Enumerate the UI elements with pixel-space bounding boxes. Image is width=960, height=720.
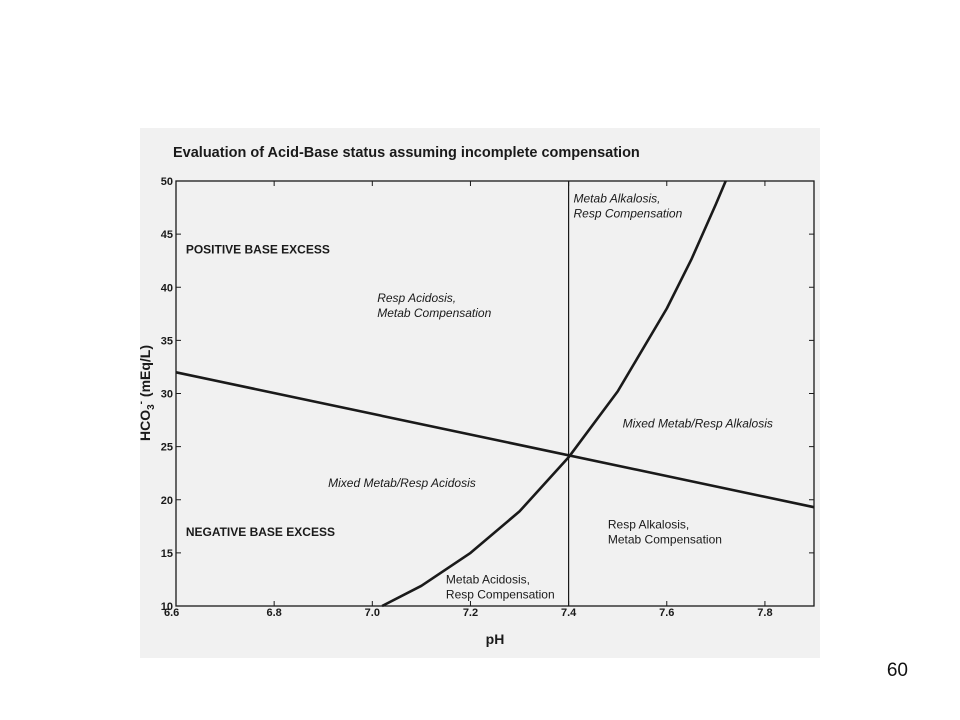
y-tick-label: 50 bbox=[161, 176, 173, 188]
x-tick-label: 7.6 bbox=[659, 607, 674, 619]
series-line-1 bbox=[175, 371, 815, 509]
region-label: POSITIVE BASE EXCESS bbox=[186, 242, 330, 256]
series-line-2 bbox=[381, 180, 727, 608]
y-tick-label: 35 bbox=[161, 335, 173, 347]
y-tick-label: 25 bbox=[161, 442, 173, 454]
y-tick-label: 45 bbox=[161, 229, 173, 241]
y-axis-label: HCO3- (mEq/L) bbox=[136, 345, 157, 441]
y-axis-label-rest: (mEq/L) bbox=[137, 345, 153, 401]
x-tick-label: 7.8 bbox=[757, 607, 772, 619]
x-tick-label: 7.0 bbox=[365, 607, 380, 619]
y-tick-label: 20 bbox=[161, 495, 173, 507]
chart-title: Evaluation of Acid-Base status assuming … bbox=[173, 145, 640, 161]
y-tick-label: 40 bbox=[161, 282, 173, 294]
region-label: Resp Acidosis, Metab Compensation bbox=[377, 291, 491, 320]
region-label: Mixed Metab/Resp Acidosis bbox=[328, 476, 476, 490]
y-axis-label-subscript: 3 bbox=[146, 404, 157, 410]
y-axis-label-base: HCO bbox=[137, 410, 153, 441]
x-tick-label: 7.2 bbox=[463, 607, 478, 619]
region-label: NEGATIVE BASE EXCESS bbox=[186, 525, 335, 539]
figure-background bbox=[140, 128, 820, 658]
x-axis-label: pH bbox=[486, 631, 505, 647]
y-tick-label: 30 bbox=[161, 389, 173, 401]
series-lines bbox=[175, 180, 815, 608]
y-tick-label: 10 bbox=[161, 601, 173, 613]
region-label: Metab Acidosis, Resp Compensation bbox=[446, 573, 555, 602]
axis-ticks: 6.6 6.8 7.0 7.2 7.4 7.6 7.8 10 15 20 25 30 35 40 45 50 bbox=[161, 176, 814, 619]
x-tick-label: 6.6 bbox=[164, 607, 179, 619]
y-tick-label: 15 bbox=[161, 548, 173, 560]
region-labels: POSITIVE BASE EXCESS NEGATIVE BASE EXCESS… bbox=[186, 191, 773, 601]
page-number: 60 bbox=[886, 660, 908, 681]
region-label: Mixed Metab/Resp Alkalosis bbox=[623, 417, 773, 431]
y-axis-label-superscript: - bbox=[136, 401, 147, 404]
x-tick-label: 6.8 bbox=[267, 607, 282, 619]
region-label: Resp Alkalosis, Metab Compensation bbox=[608, 517, 722, 546]
x-tick-label: 7.4 bbox=[561, 607, 577, 619]
region-label: Metab Alkalosis, Resp Compensation bbox=[574, 191, 683, 220]
